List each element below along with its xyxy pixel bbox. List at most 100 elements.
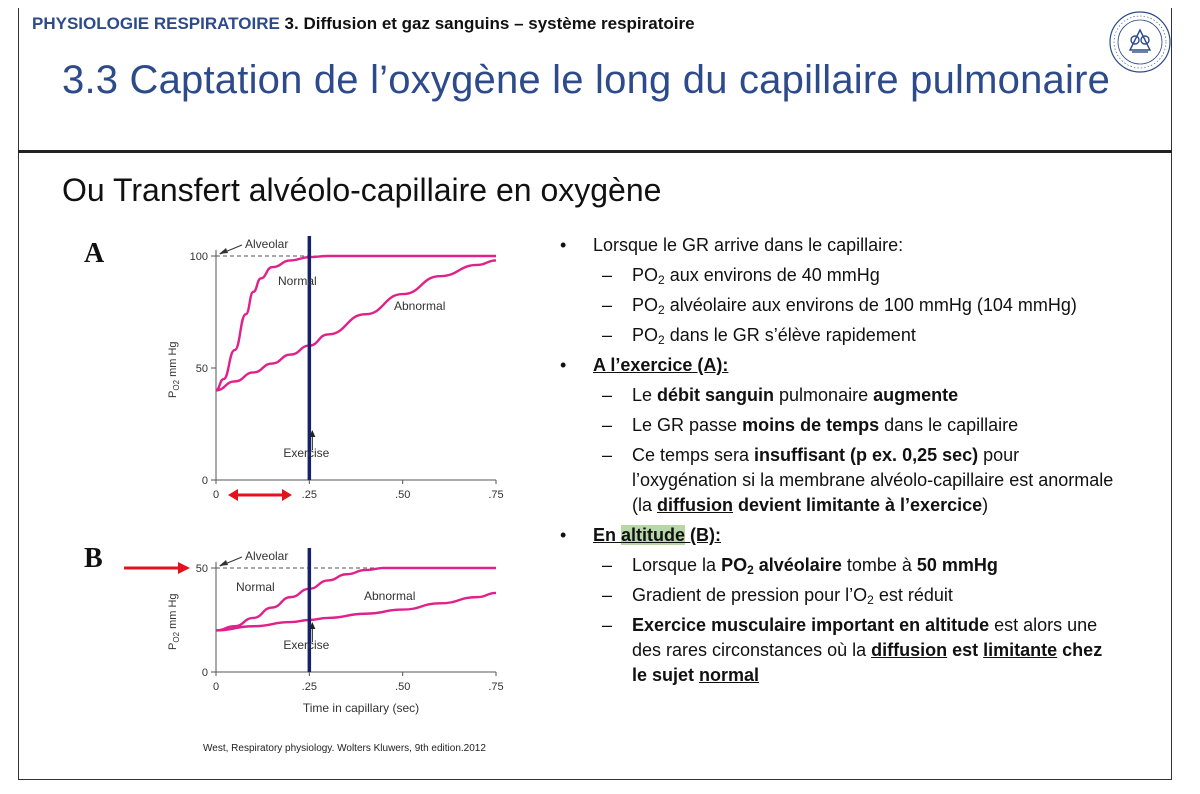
emphasis: augmente [873, 385, 959, 405]
heading-part: (B): [685, 525, 722, 545]
bullet-exercise: • A l’exercice (A): [560, 355, 729, 375]
y-axis-label: PO2 mm Hg [167, 341, 181, 398]
y-tick-label: 50 [196, 563, 208, 575]
emphasis-underlined: diffusion [871, 640, 948, 660]
sub-text: PO [632, 325, 659, 345]
chart-panel-a: 0 50 100 0 .25 .50 .75 PO2 mm Hg Alveolar Normal A… [84, 236, 504, 501]
sub-text: dans le capillaire [879, 415, 1019, 435]
sub-text: tombe à [841, 555, 917, 575]
red-arrow-head [178, 562, 190, 574]
red-arrow-head-left [228, 489, 238, 501]
sub-bullet-po2-alveolar: – PO2 alvéolaire aux environs de 100 mmHg… [602, 295, 1077, 317]
sub-bullet-insufficient: – Ce temps sera insuffisant (p ex. 0,25 s… [602, 445, 1114, 515]
series-label-normal: Normal [278, 274, 317, 288]
emphasis-underlined: limitante [983, 640, 1058, 660]
x-tick-label: .25 [302, 489, 317, 501]
exercise-label: Exercise [283, 638, 329, 652]
series-line-abnormal [215, 259, 497, 392]
sub-bullet-gradient: – Gradient de pression pour l’O2 est rédu… [602, 585, 953, 607]
sub-text: Le [632, 385, 658, 405]
chart-panel-b: 0 50 0 .25 .50 .75 PO2 mm Hg Time in capillary … [84, 543, 504, 715]
section-title: 3. Diffusion et gaz sanguins – système r… [284, 14, 695, 33]
x-tick-label: .50 [395, 681, 410, 693]
series-label-abnormal: Abnormal [394, 299, 445, 313]
emphasis: devient limitante à l’exercice [733, 495, 983, 515]
alveolar-pointer-head [219, 560, 228, 566]
sub-bullet-exercise-altitude: – Exercice musculaire important en altitu… [602, 615, 1103, 685]
emphasis: alvéolaire [753, 555, 842, 575]
x-tick-label: 0 [213, 489, 219, 501]
subscript: 2 [658, 333, 665, 347]
series-line-abnormal [215, 591, 497, 632]
title-divider [18, 150, 1172, 153]
sub-text: est réduit [873, 585, 953, 605]
sub-text: Ce temps sera [632, 445, 755, 465]
y-tick-label: 0 [202, 667, 208, 679]
emphasis-underlined: diffusion [657, 495, 733, 515]
sub-text: Gradient de pression pour l’O [632, 585, 868, 605]
emphasis: chez le sujet [632, 640, 1103, 685]
series-line-normal [215, 566, 496, 632]
sub-bullet-po2-50: – Lorsque la PO2 alvéolaire tombe à 50 mm… [602, 555, 998, 577]
emphasis: PO [721, 555, 748, 575]
y-tick-label: 100 [190, 251, 208, 263]
exercise-label: Exercise [283, 446, 329, 460]
emphasis: débit sanguin [657, 385, 775, 405]
slide-title: 3.3 Captation de l’oxygène le long du ca… [62, 58, 1111, 102]
sub-bullet-blood-flow: – Le débit sanguin pulmonaire augmente [602, 385, 959, 405]
bullet-altitude: • En altitude (B): [560, 525, 722, 545]
bullet-heading: A l’exercice (A): [593, 355, 729, 375]
panel-label: A [84, 238, 105, 269]
alveolar-label: Alveolar [245, 549, 288, 563]
y-axis-label: PO2 mm Hg [167, 593, 181, 650]
university-seal-icon [1109, 11, 1171, 73]
sub-text: ) [982, 495, 989, 515]
slide-subtitle: Ou Transfert alvéolo-capillaire en oxygè… [62, 172, 662, 208]
emphasis: moins de temps [742, 415, 880, 435]
heading-part: En [593, 525, 622, 545]
sub-bullet-po2-rise: – PO2 dans le GR s’élève rapidement [602, 325, 916, 347]
y-tick-label: 0 [202, 475, 208, 487]
subscript: 2 [747, 563, 754, 577]
sub-bullet-po2-gr: – PO2 aux environs de 40 mmHg [602, 265, 880, 287]
sub-text: pour l’oxygénation si la membrane alvéol… [632, 445, 1114, 515]
subscript: 2 [658, 303, 665, 317]
emphasis: 50 mmHg [916, 555, 998, 575]
emphasis: Exercice musculaire important en altitud… [632, 615, 990, 635]
slide-frame [18, 8, 1172, 780]
subscript: 2 [658, 273, 665, 287]
sub-text: PO [632, 265, 659, 285]
x-tick-label: .75 [488, 489, 503, 501]
sub-bullet-less-time: – Le GR passe moins de temps dans le capi… [602, 415, 1019, 435]
x-tick-label: .75 [488, 681, 503, 693]
alveolar-pointer-head [219, 248, 228, 254]
slide-header: PHYSIOLOGIE RESPIRATOIRE 3. Diffusion et… [32, 14, 695, 34]
sub-text: dans le GR s’élève rapidement [664, 325, 916, 345]
series-label-normal: Normal [236, 580, 275, 594]
series-line-normal [215, 254, 496, 392]
series-label-abnormal: Abnormal [364, 589, 415, 603]
sub-text: aux environs de 40 mmHg [664, 265, 880, 285]
x-tick-label: .50 [395, 489, 410, 501]
exercise-arrowhead [309, 622, 316, 629]
sub-text: Lorsque la [632, 555, 722, 575]
figure-citation: West, Respiratory physiology. Wolters Kl… [203, 743, 486, 754]
emphasis: insuffisant (p ex. 0,25 sec) [754, 445, 979, 465]
bullet-list: • Lorsque le GR arrive dans le capillaire… [560, 233, 1120, 693]
x-axis-label: Time in capillary (sec) [303, 701, 419, 715]
red-arrow-head-right [282, 489, 292, 501]
exercise-arrowhead [309, 430, 316, 437]
emphasis: est [952, 640, 984, 660]
sub-text: Le GR passe [632, 415, 743, 435]
emphasis-underlined: normal [699, 665, 760, 685]
highlighted-word: altitude [621, 525, 686, 545]
sub-text: pulmonaire [774, 385, 874, 405]
sub-text: est alors une des rares circonstances où… [632, 615, 1098, 660]
bullet-heading: En altitude (B): [593, 525, 721, 545]
sub-text: alvéolaire aux environs de 100 mmHg (104… [664, 295, 1077, 315]
bullet-text: Lorsque le GR arrive dans le capillaire: [593, 235, 904, 255]
sub-text: PO [632, 295, 659, 315]
bullet-gr-arrival: • Lorsque le GR arrive dans le capillaire… [560, 235, 904, 255]
alveolar-label: Alveolar [245, 237, 288, 251]
y-tick-label: 50 [196, 363, 208, 375]
